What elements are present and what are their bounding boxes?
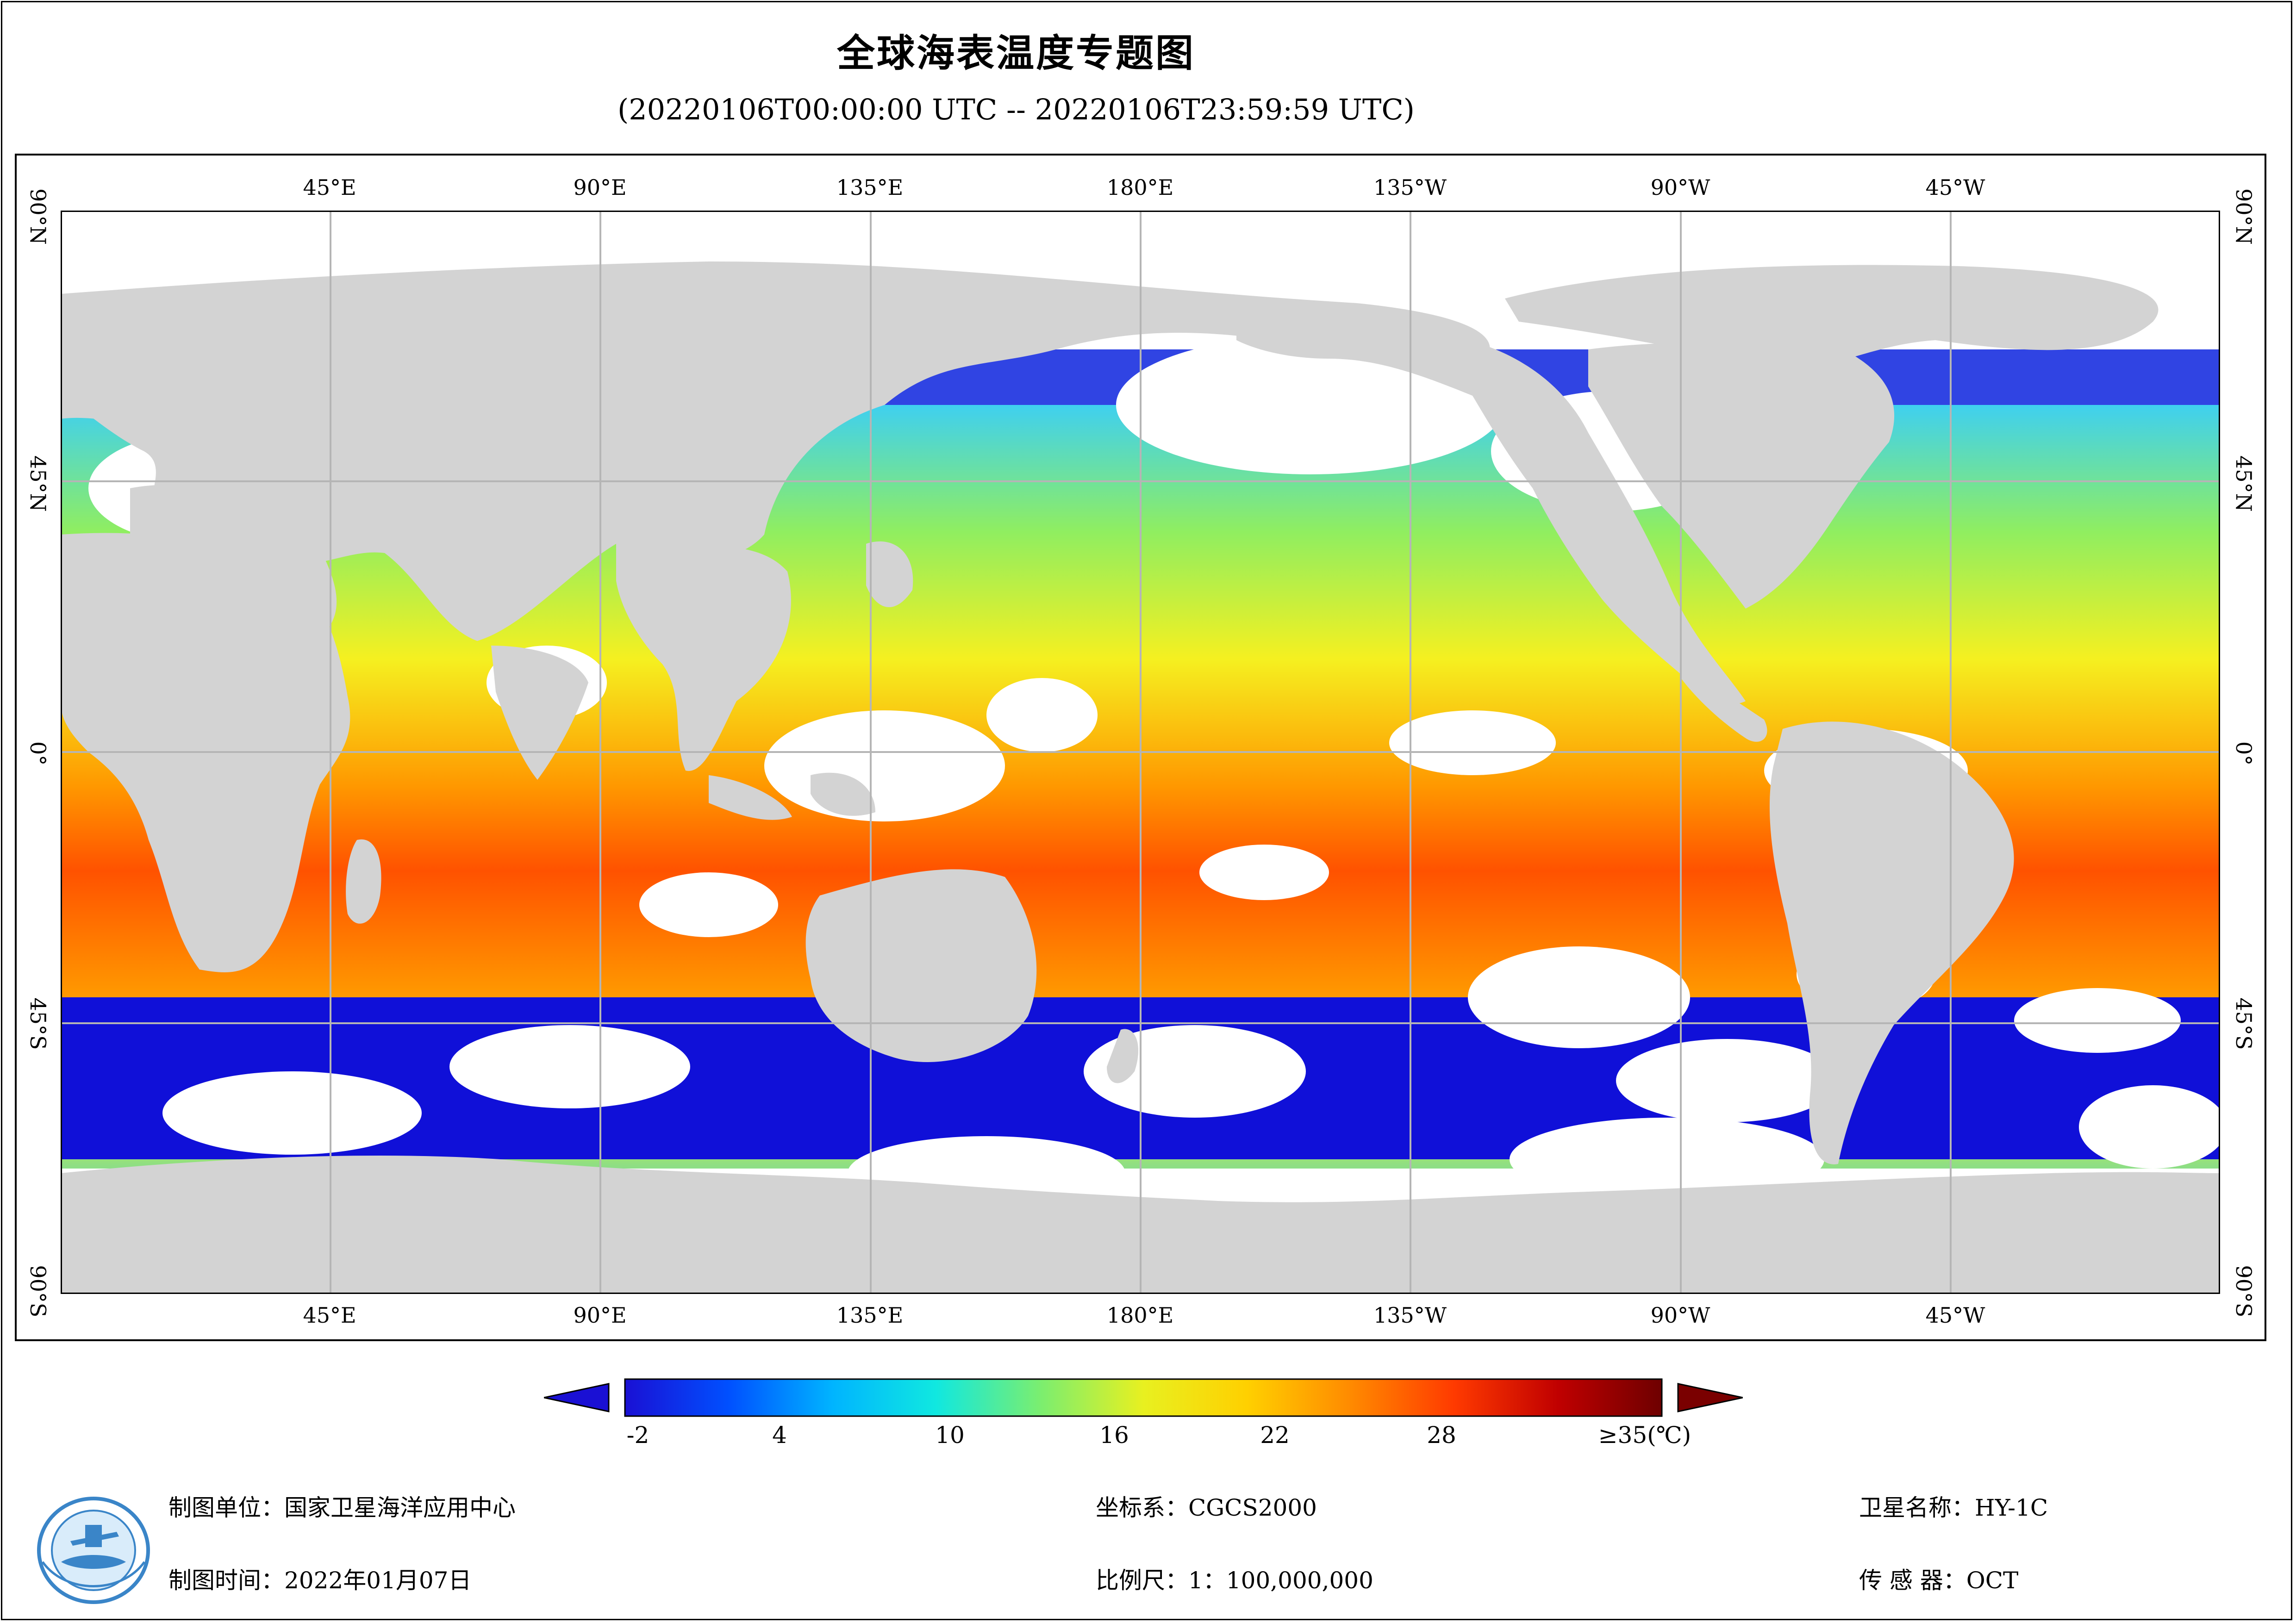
sst-colorbar: [544, 1378, 1743, 1417]
colorbar-label-m2: -2: [626, 1422, 649, 1449]
lat-label-right-0: 0°: [2231, 741, 2256, 766]
lon-label-bottom-135e: 135°E: [836, 1303, 904, 1328]
map-title: 全球海表温度专题图: [836, 31, 1195, 75]
sensor-name: 传 感 器：OCT: [1859, 1567, 2019, 1594]
lon-label-top-180e: 180°E: [1106, 175, 1174, 200]
map-frame: [15, 154, 2266, 1341]
colorbar-label-10: 10: [935, 1422, 965, 1449]
lat-label-right-90n: 90°N: [2231, 188, 2256, 245]
lat-label-left-90s: 90°S: [25, 1265, 50, 1318]
lon-label-top-45e: 45°E: [303, 175, 356, 200]
colorbar-label-35: ≥35(℃): [1598, 1422, 1691, 1449]
satellite-name: 卫星名称：HY-1C: [1859, 1494, 2048, 1521]
colorbar-label-22: 22: [1260, 1422, 1290, 1449]
lon-label-top-90w: 90°W: [1650, 175, 1710, 200]
lon-label-top-135e: 135°E: [836, 175, 904, 200]
colorbar-label-4: 4: [772, 1422, 787, 1449]
graticule: [61, 211, 2220, 1294]
coordinate-system: 坐标系：CGCS2000: [1096, 1494, 1317, 1521]
lat-label-right-45n: 45°N: [2231, 455, 2256, 512]
lat-label-left-90n: 90°N: [25, 188, 50, 245]
lat-label-left-0: 0°: [25, 741, 50, 766]
colorbar-label-16: 16: [1099, 1422, 1129, 1449]
map-scale: 比例尺：1：100,000,000: [1096, 1567, 1373, 1594]
producer-unit: 制图单位：国家卫星海洋应用中心: [168, 1494, 516, 1521]
colorbar-label-28: 28: [1427, 1422, 1456, 1449]
lon-label-top-135w: 135°W: [1373, 175, 1447, 200]
lon-label-bottom-135w: 135°W: [1373, 1303, 1447, 1328]
lon-label-bottom-180e: 180°E: [1106, 1303, 1174, 1328]
nsoas-logo-icon: [37, 1497, 150, 1604]
lon-label-bottom-45w: 45°W: [1925, 1303, 1985, 1328]
colorbar-over-arrow: [1677, 1383, 1743, 1412]
lon-label-top-45w: 45°W: [1925, 175, 1985, 200]
production-date: 制图时间：2022年01月07日: [168, 1567, 472, 1594]
lon-label-top-90e: 90°E: [573, 175, 627, 200]
sst-map[interactable]: [61, 211, 2220, 1294]
colorbar-gradient: [624, 1378, 1663, 1417]
lat-label-left-45n: 45°N: [25, 455, 50, 512]
lat-label-right-90s: 90°S: [2231, 1265, 2256, 1318]
lon-label-bottom-90w: 90°W: [1650, 1303, 1710, 1328]
time-range-subtitle: (20220106T00:00:00 UTC -- 20220106T23:59…: [618, 93, 1415, 126]
lon-label-bottom-90e: 90°E: [573, 1303, 627, 1328]
lat-label-left-45s: 45°S: [25, 997, 50, 1050]
colorbar-under-arrow: [544, 1383, 610, 1412]
lon-label-bottom-45e: 45°E: [303, 1303, 356, 1328]
lat-label-right-45s: 45°S: [2231, 997, 2256, 1050]
